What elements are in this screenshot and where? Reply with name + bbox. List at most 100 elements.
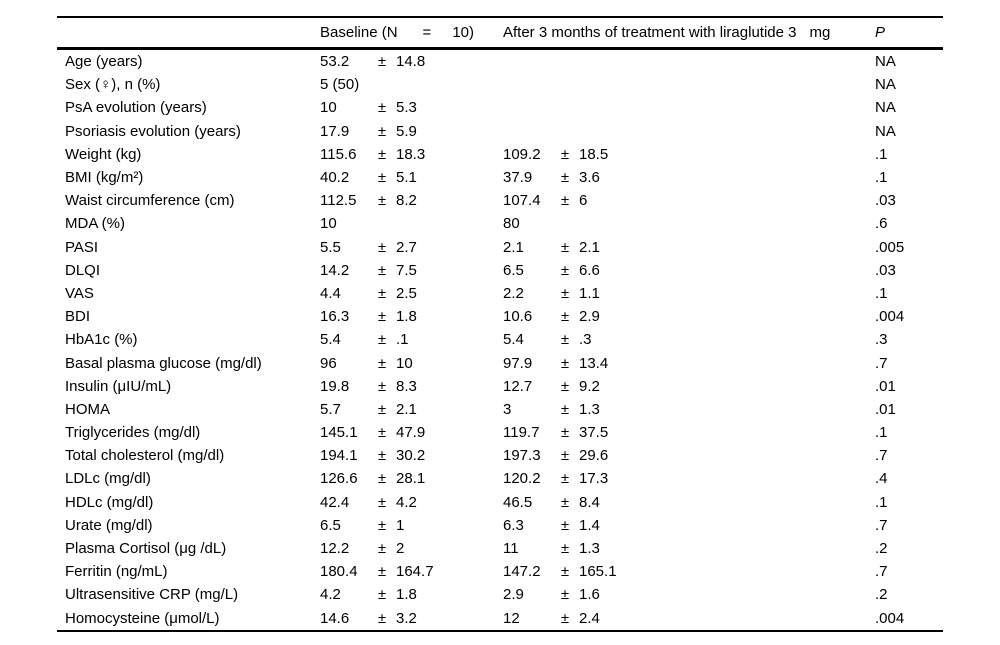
- table-row: Total cholesterol (mg/dl) 194.1 ±30.2 197…: [57, 444, 943, 467]
- row-label: Total cholesterol (mg/dl): [65, 447, 225, 465]
- table-row: Insulin (μIU/mL) 19.8 ±8.3 12.7 ±9.2 .01: [57, 375, 943, 398]
- p-value: .6: [875, 215, 888, 233]
- p-cell: .7: [875, 563, 943, 580]
- baseline-cell: 5 (50): [320, 76, 503, 93]
- table-body: Age (years) 53.2 ±14.8 NA Sex (♀), n (%) …: [57, 50, 943, 630]
- plus-minus-sign: ±: [377, 540, 387, 558]
- baseline-sd: 4.2: [396, 493, 417, 511]
- p-cell: .6: [875, 215, 943, 232]
- p-value: .1: [875, 169, 888, 187]
- row-label: Ultrasensitive CRP (mg/L): [65, 586, 239, 604]
- after-treatment-cell: 97.9 ±13.4: [503, 355, 875, 372]
- p-value: .01: [875, 400, 896, 418]
- row-label-cell: Age (years): [57, 53, 320, 70]
- baseline-cell: 19.8 ±8.3: [320, 378, 503, 395]
- after-sd: .3: [579, 331, 592, 349]
- after-value: 97.9: [503, 354, 533, 372]
- after-value: 46.5: [503, 493, 533, 511]
- table-header-row: Baseline (N = 10) After 3 months of treatm…: [57, 18, 943, 47]
- row-label-cell: BMI (kg/m²): [57, 169, 320, 186]
- table-bottom-rule: [57, 629, 943, 632]
- baseline-cell: 180.4 ±164.7: [320, 563, 503, 580]
- after-treatment-cell: 119.7 ±37.5: [503, 424, 875, 441]
- after-value: 119.7: [503, 424, 540, 442]
- table-row: Sex (♀), n (%) 5 (50) NA: [57, 73, 943, 96]
- after-sd: 9.2: [579, 377, 600, 395]
- p-value: .004: [875, 609, 905, 627]
- row-label: HbA1c (%): [65, 331, 138, 349]
- row-label-cell: Plasma Cortisol (μg /dL): [57, 540, 320, 557]
- row-label-cell: VAS: [57, 285, 320, 302]
- table-row: Ferritin (ng/mL) 180.4 ±164.7 147.2 ±165.1…: [57, 560, 943, 583]
- baseline-sd: 2.1: [396, 400, 417, 418]
- after-sd: 1.3: [579, 540, 600, 558]
- table-row: Basal plasma glucose (mg/dl) 96 ±10 97.9 ±…: [57, 351, 943, 374]
- row-label-cell: Ferritin (ng/mL): [57, 563, 320, 580]
- row-label: Homocysteine (μmol/L): [65, 609, 220, 627]
- after-sd: 1.6: [579, 586, 600, 604]
- row-label: Psoriasis evolution (years): [65, 122, 241, 140]
- after-value: 12.7: [503, 377, 533, 395]
- p-cell: .004: [875, 610, 943, 627]
- row-label-cell: Urate (mg/dl): [57, 517, 320, 534]
- after-value: 5.4: [503, 331, 524, 349]
- after-sd: 3.6: [579, 169, 600, 187]
- header-baseline-n: 10): [452, 24, 474, 41]
- baseline-sd: 1.8: [396, 586, 417, 604]
- baseline-cell: 42.4 ±4.2: [320, 494, 503, 511]
- plus-minus-sign: ±: [560, 308, 570, 326]
- after-sd: 2.4: [579, 609, 600, 627]
- table-header-rule: [57, 47, 943, 50]
- row-label: Plasma Cortisol (μg /dL): [65, 540, 227, 558]
- p-value: .7: [875, 354, 888, 372]
- plus-minus-sign: ±: [377, 470, 387, 488]
- baseline-cell: 10 ±5.3: [320, 99, 503, 116]
- row-label-cell: Insulin (μIU/mL): [57, 378, 320, 395]
- baseline-value: 10: [320, 99, 337, 117]
- p-value: NA: [875, 99, 896, 117]
- p-value: .03: [875, 261, 896, 279]
- baseline-cell: 145.1 ±47.9: [320, 424, 503, 441]
- row-label-cell: PASI: [57, 239, 320, 256]
- p-value: .2: [875, 540, 888, 558]
- baseline-sd: 5.1: [396, 169, 417, 187]
- after-value: 147.2: [503, 563, 541, 581]
- table-row: PsA evolution (years) 10 ±5.3 NA: [57, 96, 943, 119]
- clinical-results-table: Baseline (N = 10) After 3 months of treatm…: [57, 16, 943, 632]
- header-baseline-text: Baseline (N: [320, 24, 398, 41]
- table-row: BDI 16.3 ±1.8 10.6 ±2.9 .004: [57, 305, 943, 328]
- header-after-text: After 3 months of treatment with liraglu…: [503, 24, 797, 41]
- plus-minus-sign: ±: [377, 563, 387, 581]
- table-row: Weight (kg) 115.6 ±18.3 109.2 ±18.5 .1: [57, 143, 943, 166]
- baseline-value: 5.5: [320, 238, 341, 256]
- row-label-cell: LDLc (mg/dl): [57, 470, 320, 487]
- p-value: .1: [875, 493, 888, 511]
- after-value: 6.3: [503, 516, 524, 534]
- baseline-cell: 16.3 ±1.8: [320, 308, 503, 325]
- plus-minus-sign: ±: [377, 493, 387, 511]
- baseline-cell: 40.2 ±5.1: [320, 169, 503, 186]
- baseline-sd: 14.8: [396, 53, 426, 71]
- row-label: Sex (♀), n (%): [65, 76, 161, 94]
- row-label-cell: DLQI: [57, 262, 320, 279]
- baseline-sd: 8.2: [396, 192, 417, 210]
- after-sd: 17.3: [579, 470, 609, 488]
- p-cell: .03: [875, 192, 943, 209]
- after-value: 10.6: [503, 308, 533, 326]
- p-cell: NA: [875, 99, 943, 116]
- row-label: Urate (mg/dl): [65, 516, 153, 534]
- after-sd: 6: [579, 192, 588, 210]
- p-value: .005: [875, 238, 905, 256]
- p-cell: .2: [875, 586, 943, 603]
- baseline-sd: 28.1: [396, 470, 426, 488]
- row-label: Basal plasma glucose (mg/dl): [65, 354, 262, 372]
- baseline-cell: 194.1 ±30.2: [320, 447, 503, 464]
- after-treatment-cell: 6.5 ±6.6: [503, 262, 875, 279]
- baseline-cell: 14.2 ±7.5: [320, 262, 503, 279]
- row-label-cell: Homocysteine (μmol/L): [57, 610, 320, 627]
- p-value: .1: [875, 145, 888, 163]
- baseline-sd: 1: [396, 516, 405, 534]
- row-label-cell: Triglycerides (mg/dl): [57, 424, 320, 441]
- after-treatment-cell: 2.1 ±2.1: [503, 239, 875, 256]
- p-value: .2: [875, 586, 888, 604]
